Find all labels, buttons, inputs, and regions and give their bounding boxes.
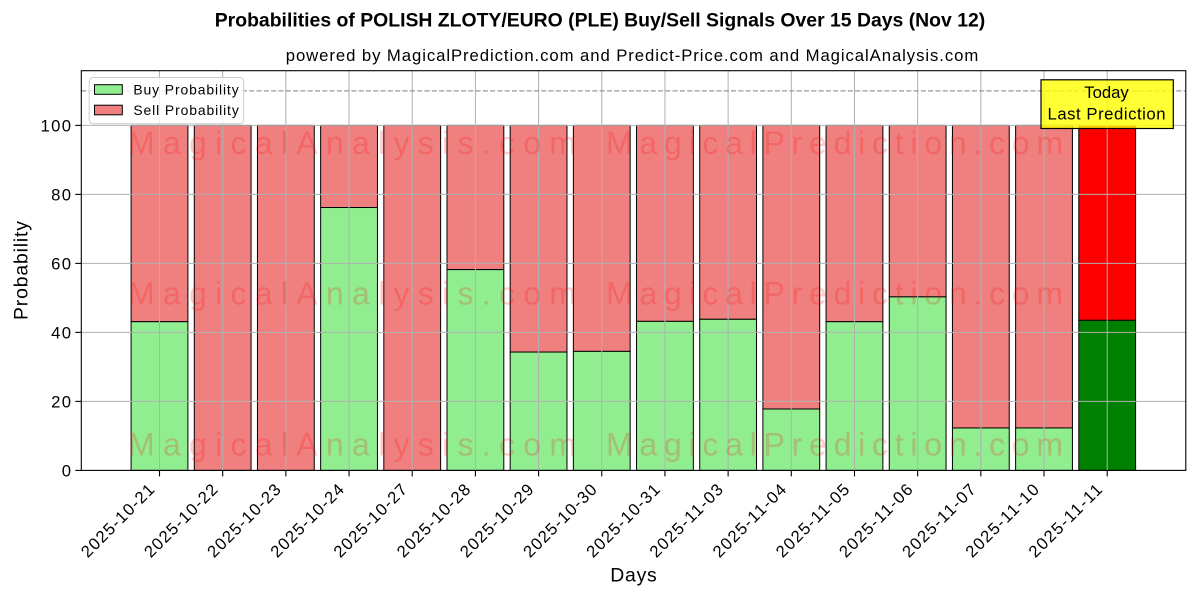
svg-text:Buy Probability: Buy Probability [133, 81, 239, 97]
svg-text:MagicalPrediction.com: MagicalPrediction.com [606, 427, 1063, 463]
svg-text:Last Prediction: Last Prediction [1048, 104, 1166, 123]
svg-text:MagicalAnalysis.com: MagicalAnalysis.com [128, 276, 576, 312]
svg-text:MagicalAnalysis.com: MagicalAnalysis.com [128, 125, 576, 161]
svg-text:MagicalPrediction.com: MagicalPrediction.com [606, 276, 1063, 312]
svg-text:Today: Today [1084, 83, 1129, 102]
svg-text:80: 80 [51, 185, 71, 204]
svg-text:20: 20 [51, 392, 71, 411]
svg-text:40: 40 [51, 323, 71, 342]
svg-text:100: 100 [41, 116, 72, 135]
svg-text:Probability: Probability [11, 221, 33, 320]
svg-text:powered by MagicalPrediction.c: powered by MagicalPrediction.com and Pre… [286, 46, 979, 65]
svg-text:MagicalPrediction.com: MagicalPrediction.com [606, 125, 1063, 161]
svg-text:MagicalAnalysis.com: MagicalAnalysis.com [128, 427, 576, 463]
svg-text:Sell Probability: Sell Probability [133, 102, 239, 118]
svg-text:Probabilities of POLISH ZLOTY/: Probabilities of POLISH ZLOTY/EURO (PLE)… [215, 10, 986, 32]
svg-text:0: 0 [62, 461, 71, 480]
svg-text:Days: Days [610, 565, 657, 587]
svg-text:60: 60 [51, 254, 71, 273]
